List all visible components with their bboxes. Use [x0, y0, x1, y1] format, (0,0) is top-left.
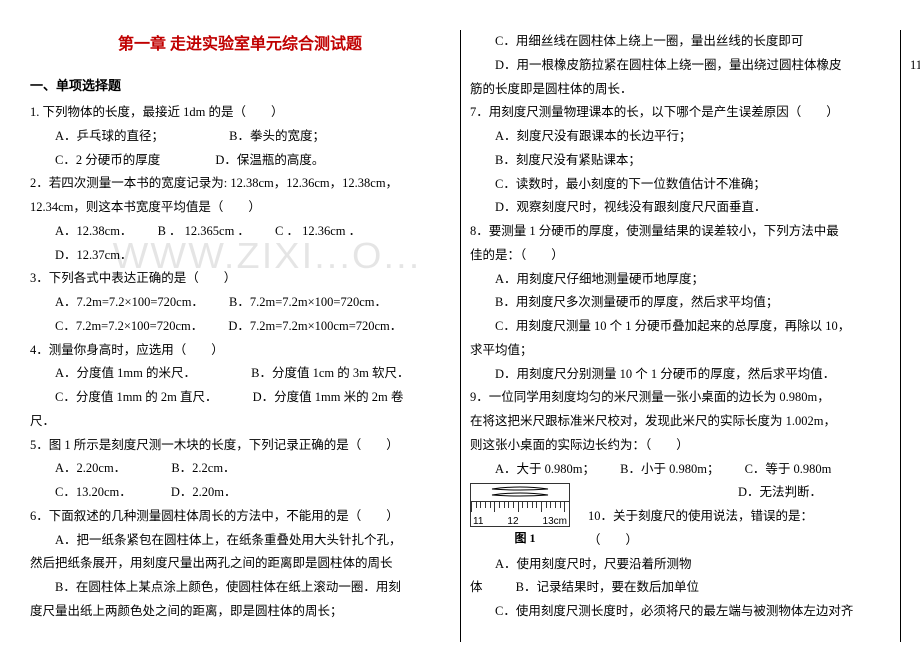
q1-opt-b: B．拳头的宽度；: [229, 125, 325, 149]
question-4-stem: 4．测量你身高时，应选用（ ）: [30, 339, 450, 363]
q10-opt-d: D．尺的放置和读数时视线均不能歪斜: [910, 30, 920, 54]
q7-opt-b: B．刻度尺没有紧贴课本；: [470, 149, 890, 173]
q6-opt-c: C．用细丝线在圆柱体上绕上一圈，量出丝线的长度即可: [470, 30, 890, 54]
q1-opt-a: A．乒乓球的直径；: [30, 125, 164, 149]
question-1-opts-row2: C．2 分硬币的厚度 D．保温瓶的高度。: [30, 149, 450, 173]
question-2-opts-row2: D．12.37cm．: [30, 244, 450, 268]
question-1-opts-row1: A．乒乓球的直径； B．拳头的宽度；: [30, 125, 450, 149]
q2-opt-b: B ． 12.365cm ．: [158, 220, 250, 244]
question-9-stem1: 9．一位同学用刻度均匀的米尺测量一张小桌面的边长为 0.980m，: [470, 386, 890, 410]
q3-opt-a: A．7.2m=7.2×100=720cm．: [30, 291, 204, 315]
question-2-opts-row1: A．12.38cm． B ． 12.365cm ． C ． 12.36cm ．: [30, 220, 450, 244]
ruler-diagram: 11 12 13cm: [470, 483, 570, 527]
question-5-stem: 5．图 1 所示是刻度尺测一木块的长度，下列记录正确的是（ ）: [30, 434, 450, 458]
q3-opt-b: B．7.2m=7.2m×100=720cm．: [229, 291, 387, 315]
q4-opt-c: C．分度值 1mm 的 2m 直尺．: [30, 386, 218, 410]
q8-opt-c: C．用刻度尺测量 10 个 1 分硬币叠加起来的总厚度，再除以 10，: [470, 315, 890, 339]
q6-opt-b2: 度尺量出纸上两颜色处之间的距离，即是圆柱体的周长；: [30, 600, 450, 624]
q5-opt-a: A．2.20cm．: [30, 457, 126, 481]
question-9-stem3: 则这张小桌面的实际边长约为：（ ）: [470, 434, 890, 458]
q7-opt-a: A．刻度尺没有跟课本的长边平行；: [470, 125, 890, 149]
q5-opt-d: D．2.20m．: [171, 481, 237, 505]
q9-opt-a: A．大于 0.980m；: [470, 458, 595, 482]
question-7-stem: 7．用刻度尺测量物理课本的长，以下哪个是产生误差原因（ ）: [470, 101, 890, 125]
q5-opt-b: B．2.2cm．: [171, 457, 235, 481]
question-8-stem1: 8．要测量 1 分硬币的厚度，使测量结果的误差较小，下列方法中最: [470, 220, 890, 244]
question-6-stem: 6．下面叙述的几种测量圆柱体周长的方法中，不能用的是（ ）: [30, 505, 450, 529]
ruler-num-12: 12: [507, 512, 518, 531]
q8-opt-a: A．用刻度尺仔细地测量硬币地厚度；: [470, 268, 890, 292]
q9-opt-c: C．等于 0.980m: [745, 458, 832, 482]
q10-opt-a2-b: 体 B．记录结果时，要在数后加单位: [470, 576, 890, 600]
q2-opt-c: C ． 12.36cm ．: [275, 220, 361, 244]
q10-wrapper: 11 12 13cm 图 1 D．无法判断． 10．关于刻度尺的使用说法，错误的…: [470, 481, 890, 600]
q4-opt-d-tail: 尺．: [30, 410, 450, 434]
q10-opt-c: C．使用刻度尺测长度时，必须将尺的最左端与被测物体左边对齐: [470, 600, 890, 624]
q8-opt-c2: 求平均值；: [470, 339, 890, 363]
q1-opt-d: D．保温瓶的高度。: [215, 149, 324, 173]
ruler-scale: 11 12 13cm: [471, 502, 569, 526]
ruler-num-11: 11: [473, 512, 483, 531]
q4-opt-b: B．分度值 1cm 的 3m 软尺．: [251, 362, 409, 386]
section-heading: 一、单项选择题: [30, 74, 450, 99]
q6-opt-a: A．把一纸条紧包在圆柱体上，在纸条重叠处用大头针扎个孔，: [30, 529, 450, 553]
question-9-stem2: 在将这把米尺跟标准米尺校对，发现此米尺的实际长度为 1.002m，: [470, 410, 890, 434]
q9-opts-row1: A．大于 0.980m； B．小于 0.980m； C．等于 0.980m: [470, 458, 890, 482]
q9-opt-b: B．小于 0.980m；: [620, 458, 719, 482]
doc-title: 第一章 走进实验室单元综合测试题: [30, 30, 450, 60]
q6-opt-a2: 然后把纸条展开，用刻度尺量出两孔之间的距离即是圆柱体的周长: [30, 552, 450, 576]
question-4-opts-row2: C．分度值 1mm 的 2m 直尺． D．分度值 1mm 米的 2m 卷: [30, 386, 450, 410]
question-3-opts-row2: C．7.2m=7.2×100=720cm． D．7.2m=7.2m×100cm=…: [30, 315, 450, 339]
q7-opt-d: D．观察刻度尺时，视线没有跟刻度尺尺面垂直．: [470, 196, 890, 220]
question-8-stem2: 佳的是：（ ）: [470, 244, 890, 268]
question-11-stem: 11．下列说法中正确的是（ ）: [910, 54, 920, 78]
question-2-stem2: 12.34cm，则这本书宽度平均值是（ ）: [30, 196, 450, 220]
question-3-stem: 3．下列各式中表达正确的是（ ）: [30, 267, 450, 291]
q7-opt-c: C．读数时，最小刻度的下一位数值估计不准确；: [470, 173, 890, 197]
q6-tail: 筋的长度即是圆柱体的周长．: [470, 78, 890, 102]
q10-a-tail: 体: [470, 580, 483, 594]
q11-opt-b: B．测量时选用的工具越精密越好: [910, 101, 920, 125]
question-4-opts-row1: A．分度值 1mm 的米尺． B．分度值 1cm 的 3m 软尺．: [30, 362, 450, 386]
question-1-stem: 1. 下列物体的长度，最接近 1dm 的是（ ）: [30, 101, 450, 125]
q2-opt-d: D．12.37cm．: [30, 244, 132, 268]
q3-opt-c: C．7.2m=7.2×100=720cm．: [30, 315, 203, 339]
q8-opt-d: D．用刻度尺分别测量 10 个 1 分硬币的厚度，然后求平均值．: [470, 363, 890, 387]
q10-opt-b: B．记录结果时，要在数后加单位: [516, 580, 699, 594]
wood-block-icon: [471, 484, 569, 502]
q6-opt-d: D．用一根橡皮筋拉紧在圆柱体上绕一圈，量出绕过圆柱体橡皮: [470, 54, 890, 78]
ruler-num-13: 13cm: [543, 512, 567, 531]
question-2-stem1: 2．若四次测量一本书的宽度记录为: 12.38cm，12.36cm，12.38c…: [30, 172, 450, 196]
q3-opt-d: D．7.2m=7.2m×100cm=720cm．: [228, 315, 402, 339]
q11-opt-a: A．多次测量求平均值可以消除因测量工具不精确而产生的误差: [910, 78, 920, 102]
q4-opt-a: A．分度值 1mm 的米尺．: [30, 362, 196, 386]
q6-opt-b: B．在圆柱体上某点涂上颜色，使圆柱体在纸上滚动一圈．用刻: [30, 576, 450, 600]
q5-opt-c: C．13.20cm．: [30, 481, 132, 505]
q8-opt-b: B．用刻度尺多次测量硬币的厚度，然后求平均值；: [470, 291, 890, 315]
question-3-opts-row1: A．7.2m=7.2×100=720cm． B．7.2m=7.2m×100=72…: [30, 291, 450, 315]
question-5-opts-row1: A．2.20cm． B．2.2cm．: [30, 457, 450, 481]
page-content: 第一章 走进实验室单元综合测试题 一、单项选择题 1. 下列物体的长度，最接近 …: [0, 0, 920, 652]
question-5-opts-row2: C．13.20cm． D．2.20m．: [30, 481, 450, 505]
q1-opt-c: C．2 分硬币的厚度: [30, 149, 160, 173]
figure-1: 11 12 13cm 图 1: [470, 483, 580, 550]
q4-opt-d: D．分度值 1mm 米的 2m 卷: [253, 386, 404, 410]
q2-opt-a: A．12.38cm．: [30, 220, 132, 244]
q10-opt-a: A．使用刻度尺时，尺要沿着所测物: [470, 553, 890, 577]
